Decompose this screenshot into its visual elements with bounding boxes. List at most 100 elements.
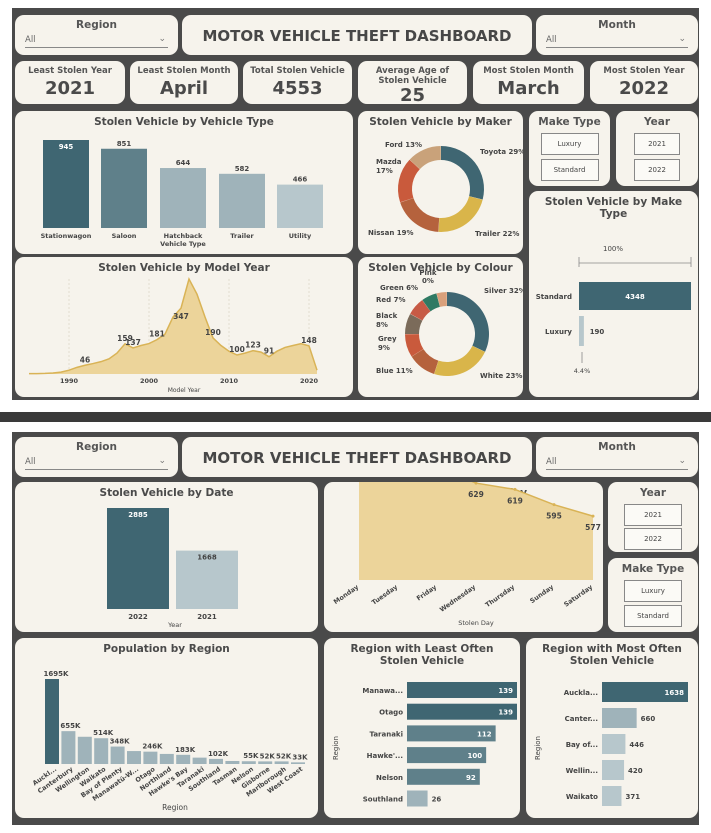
data-label: 52K: [260, 752, 276, 760]
dashboard-title-card: MOTOR VEHICLE THEFT DASHBOARD: [182, 437, 532, 477]
tick-label: Saturday: [562, 583, 594, 609]
tick-label: 1990: [60, 377, 79, 385]
kpi-least-stolen-year: Least Stolen Year 2021: [15, 61, 125, 104]
slice-label: Red 7%: [376, 296, 405, 304]
pct-label: 100%: [603, 245, 623, 253]
data-label: 595: [546, 512, 562, 521]
bar-region: [407, 725, 496, 742]
slice-label: Trailer 22%: [475, 230, 519, 238]
kpi-label: Least Stolen Year: [28, 66, 112, 76]
slice-label: Pink: [419, 269, 437, 277]
bar-region: [110, 746, 125, 764]
slice-green: [422, 293, 440, 312]
least-region-chart: Region with Least Often Stolen Vehicle M…: [324, 638, 520, 818]
bar-2021: [176, 550, 238, 609]
slice-trailer: [438, 196, 483, 232]
month-dropdown[interactable]: All ⌄: [546, 34, 688, 48]
region-slicer[interactable]: Region All ⌄: [15, 437, 178, 477]
data-label: 190: [205, 328, 221, 337]
tick-label: 2021: [197, 613, 217, 621]
model-year-chart: Stolen Vehicle by Model Year 46 159 137 181…: [15, 257, 353, 397]
slice-label: Grey: [378, 335, 397, 343]
bar-trailer: [219, 173, 265, 228]
bar-region: [127, 751, 141, 764]
kpi-value: 2021: [44, 78, 96, 99]
kpi-value: 25: [399, 85, 426, 104]
data-label: 371: [625, 793, 640, 801]
make-type-option-standard[interactable]: Standard: [540, 159, 599, 181]
population-plot: 1695KAuckl...655KCanterburyWellington514…: [31, 670, 308, 812]
data-label: 55K: [243, 752, 259, 760]
bar-region: [602, 734, 626, 754]
tick-label: Saloon: [112, 232, 137, 240]
kpi-value: 4553: [272, 78, 323, 99]
year-option-2021[interactable]: 2021: [624, 504, 682, 526]
kpi-most-stolen-year: Most Stolen Year 2022: [590, 61, 698, 104]
bar-region: [407, 747, 487, 764]
year-option-2022[interactable]: 2022: [624, 528, 682, 550]
data-label: 514K: [93, 729, 114, 737]
slice-label: Ford 13%: [385, 141, 422, 149]
axis-label: Model Year: [168, 387, 201, 394]
chart-title: Stolen Vehicle by Vehicle Type: [94, 116, 274, 128]
make-type-option-luxury[interactable]: Luxury: [624, 580, 682, 602]
data-label: 577: [585, 523, 601, 532]
bar-region: [225, 760, 240, 764]
category-label: Canter...: [565, 715, 598, 723]
slice-toyota: [441, 146, 484, 200]
region-slicer[interactable]: Region All ⌄: [15, 15, 178, 55]
colour-chart: Stolen Vehicle by Colour Silver 32% White…: [358, 257, 523, 397]
kpi-least-stolen-month: Least Stolen Month April: [130, 61, 238, 104]
category-label: Taranaki: [369, 730, 403, 738]
bar-luxury: [579, 316, 584, 346]
data-label: 33K: [292, 753, 308, 761]
category-label: Southland: [363, 796, 403, 804]
data-label: 26: [432, 796, 442, 804]
year-option-2022[interactable]: 2022: [634, 159, 680, 181]
vehicle-type-plot: 945 Stationwagon 851 Saloon 644 Hatchback 582 T…: [41, 140, 323, 248]
most-region-chart: Region with Most Often Stolen Vehicle Au…: [526, 638, 698, 818]
month-dropdown[interactable]: All ⌄: [546, 456, 688, 470]
bar-region: [602, 760, 625, 780]
year-option-2021[interactable]: 2021: [634, 133, 680, 155]
month-slicer[interactable]: Month All ⌄: [536, 15, 698, 55]
tick-label: Hatchback: [164, 232, 203, 240]
make-type-option-standard[interactable]: Standard: [624, 605, 682, 627]
slice-grey: [405, 334, 424, 357]
slice-silver: [447, 292, 489, 352]
bar-region: [192, 757, 207, 764]
category-label: Hawke'...: [367, 752, 403, 760]
region-dropdown[interactable]: All ⌄: [25, 456, 168, 470]
tick-label: Sunday: [528, 583, 555, 605]
page-separator: [0, 412, 711, 422]
kpi-most-stolen-month: Most Stolen Month March: [473, 61, 584, 104]
axis-label: Stolen Day: [458, 619, 494, 627]
chart-title: Region with Most Often Stolen Vehicle: [542, 643, 682, 667]
make-type-option-luxury[interactable]: Luxury: [540, 133, 599, 155]
slice-label: Black: [376, 312, 398, 320]
region-dropdown[interactable]: All ⌄: [25, 34, 168, 48]
data-label: 655K: [60, 722, 81, 730]
kpi-label: Average Age of Stolen Vehicle: [375, 66, 450, 86]
page-title: MOTOR VEHICLE THEFT DASHBOARD: [202, 27, 512, 45]
tick-label: 2020: [300, 377, 319, 385]
axis-label: Vehicle Type: [160, 240, 206, 248]
make-type-slicer-label: Make Type: [538, 116, 601, 128]
tick-label: Thursday: [484, 583, 517, 609]
data-point: [552, 503, 556, 507]
month-slicer[interactable]: Month All ⌄: [536, 437, 698, 477]
least-region-plot: Manawa... 139 Otago 139 Taranaki 112 Hawke'...…: [332, 682, 517, 807]
data-label: 190: [590, 328, 605, 336]
chevron-down-icon: ⌄: [158, 456, 166, 466]
slice-blue: [411, 349, 439, 374]
kpi-value: April: [159, 78, 209, 99]
tick-label: Wednesday: [438, 583, 478, 614]
bar-2022: [107, 508, 169, 609]
slice-label: 9%: [378, 344, 390, 352]
category-label: Wellin...: [566, 767, 598, 775]
kpi-label: Least Stolen Month: [137, 66, 231, 76]
chart-title: Region with Least Often Stolen Vehicle: [350, 643, 494, 667]
month-slicer-label: Month: [598, 441, 636, 453]
data-label: 100: [468, 752, 483, 760]
